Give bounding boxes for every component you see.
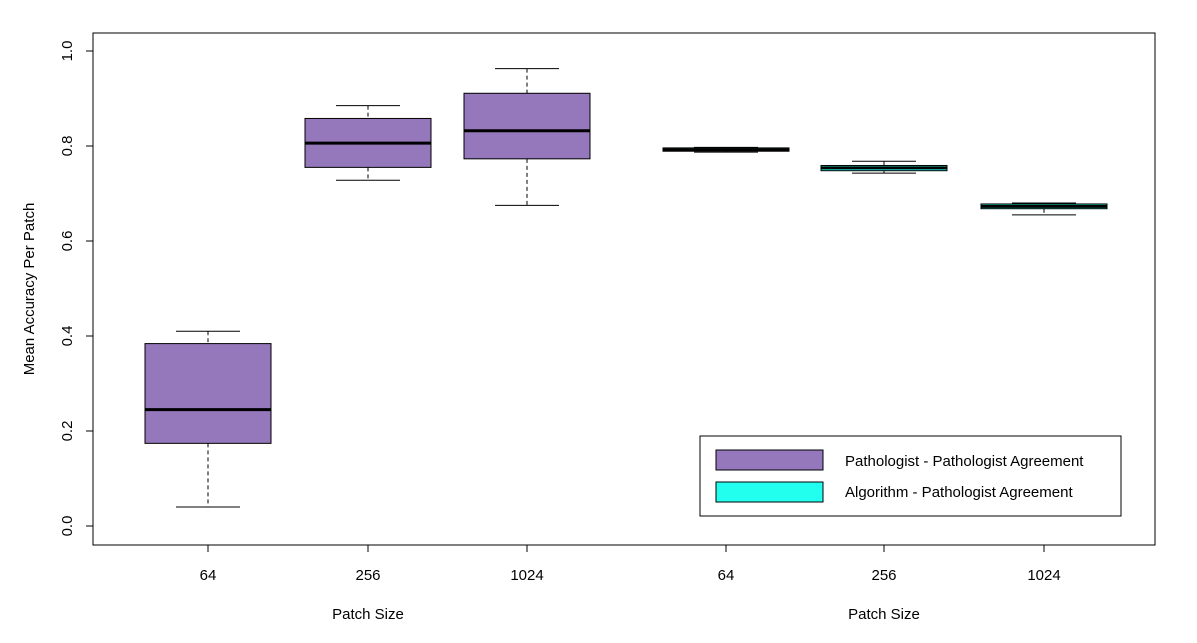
box-iqr bbox=[144, 343, 272, 444]
legend-swatch-algorithm bbox=[715, 481, 824, 503]
boxes bbox=[144, 68, 1108, 508]
legend-frame bbox=[699, 435, 1122, 517]
box-1024-series-0 bbox=[463, 68, 591, 206]
box-iqr bbox=[463, 92, 591, 160]
y-tick-label: 0.4 bbox=[59, 326, 76, 347]
x-axis: 64 256 1024 64 256 1024 bbox=[200, 545, 1061, 584]
x-tick-label: 1024 bbox=[510, 567, 543, 584]
y-tick-label: 1.0 bbox=[59, 41, 76, 62]
box-1024-series-1 bbox=[980, 202, 1108, 216]
y-tick-label: 0.2 bbox=[59, 421, 76, 442]
y-tick-label: 0.0 bbox=[59, 516, 76, 537]
x-tick-label: 256 bbox=[355, 567, 380, 584]
legend: Pathologist - Pathologist Agreement Algo… bbox=[699, 435, 1122, 517]
x-tick-label: 64 bbox=[718, 567, 735, 584]
y-tick-label: 0.8 bbox=[59, 136, 76, 157]
box-256-series-1 bbox=[820, 160, 948, 174]
x-axis-label-right: Patch Size bbox=[848, 606, 920, 623]
y-axis: 0.0 0.2 0.4 0.6 0.8 1.0 bbox=[59, 41, 94, 537]
box-64-series-1 bbox=[662, 146, 790, 153]
y-tick-label: 0.6 bbox=[59, 231, 76, 252]
box-64-series-0 bbox=[144, 330, 272, 508]
legend-label-algorithm: Algorithm - Pathologist Agreement bbox=[845, 484, 1073, 501]
x-axis-label-left: Patch Size bbox=[332, 606, 404, 623]
x-tick-label: 64 bbox=[200, 567, 217, 584]
legend-label-pathologist: Pathologist - Pathologist Agreement bbox=[845, 453, 1084, 470]
x-tick-label: 1024 bbox=[1027, 567, 1060, 584]
y-axis-label: Mean Accuracy Per Patch bbox=[21, 203, 38, 376]
x-tick-label: 256 bbox=[871, 567, 896, 584]
box-256-series-0 bbox=[304, 105, 432, 181]
legend-swatch-pathologist bbox=[715, 449, 824, 471]
